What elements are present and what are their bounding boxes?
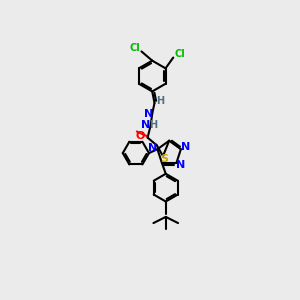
Text: N: N	[141, 119, 151, 130]
Text: N: N	[181, 142, 190, 152]
Text: O: O	[135, 131, 145, 141]
Text: N: N	[176, 160, 186, 170]
Text: H: H	[157, 96, 165, 106]
Text: Cl: Cl	[174, 49, 185, 59]
Text: N: N	[148, 143, 158, 153]
Text: H: H	[149, 120, 157, 130]
Text: S: S	[160, 154, 169, 164]
Text: Cl: Cl	[130, 43, 141, 52]
Text: N: N	[144, 109, 153, 119]
